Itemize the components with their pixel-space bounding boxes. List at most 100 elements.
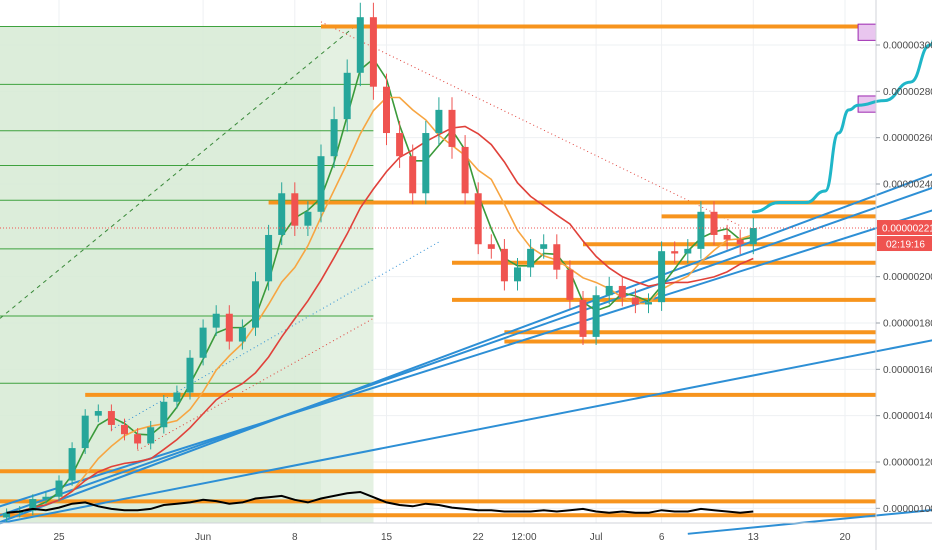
- trend-line[interactable]: [0, 168, 932, 525]
- candle-body: [29, 499, 37, 511]
- trend-line[interactable]: [0, 182, 932, 518]
- x-tick-label: Jun: [195, 532, 211, 543]
- y-tick-label: 0.00000140: [883, 411, 932, 422]
- candle-body: [356, 17, 364, 73]
- candle-body: [212, 313, 220, 328]
- x-tick-label: 20: [839, 532, 851, 543]
- candle-body: [566, 269, 574, 300]
- candle-body: [265, 234, 273, 282]
- price-tags: 0.00000221 02:19:16: [877, 220, 932, 252]
- candle-body: [540, 244, 548, 249]
- candle-body: [291, 193, 299, 226]
- x-tick-label: 22: [473, 532, 485, 543]
- y-tick-label: 0.00000200: [883, 272, 932, 283]
- candle-body: [736, 239, 744, 245]
- candle-body: [409, 156, 417, 194]
- candle-body: [487, 244, 495, 249]
- candle-body: [592, 295, 600, 337]
- moving-averages: [6, 57, 754, 514]
- candle-body: [396, 133, 404, 157]
- candle-body: [697, 211, 705, 249]
- candle-body: [749, 228, 757, 245]
- y-tick-label: 0.00000240: [883, 180, 932, 191]
- candle-body: [252, 281, 259, 328]
- time-axis[interactable]: 25 Jun 8 15 22 12:00 Jul 6 13 20: [53, 532, 851, 543]
- candle-body: [147, 427, 155, 444]
- dashed-guide-line: [0, 21, 361, 319]
- moving-average-line: [6, 125, 754, 514]
- y-tick-label: 0.00000160: [883, 365, 932, 376]
- dotted-guide-line: [111, 241, 440, 431]
- candle-body: [238, 327, 246, 342]
- candle-body: [605, 285, 613, 296]
- y-tick-label: 0.00000300: [883, 41, 932, 52]
- candle-body: [514, 267, 521, 282]
- x-tick-label: 25: [53, 532, 65, 543]
- candle-body: [107, 411, 115, 425]
- candle-body: [461, 146, 469, 194]
- candle-body: [94, 411, 102, 416]
- trend-line[interactable]: [0, 337, 932, 525]
- candle-body: [81, 415, 89, 449]
- candle-body: [3, 512, 11, 518]
- projection-curve[interactable]: [751, 0, 932, 214]
- candle-body: [723, 234, 731, 240]
- countdown-label: 02:19:16: [886, 240, 925, 251]
- candle-body: [579, 299, 587, 337]
- candle-body: [448, 109, 456, 147]
- candle-body: [68, 448, 76, 481]
- x-tick-label: 13: [748, 532, 760, 543]
- candle-body: [186, 357, 194, 393]
- fib-shade-rect: [0, 26, 374, 523]
- candle-body: [121, 424, 128, 435]
- candle-body: [278, 193, 286, 235]
- candle-body: [343, 72, 351, 120]
- candle-body: [330, 119, 338, 157]
- trend-line[interactable]: [687, 508, 932, 535]
- candle-body: [684, 248, 692, 254]
- moving-average-line: [6, 96, 754, 514]
- candle-body: [369, 17, 377, 87]
- projection-path[interactable]: [751, 0, 932, 214]
- moving-average-line: [6, 57, 754, 514]
- y-tick-label: 0.00000280: [883, 87, 932, 98]
- x-tick-label: 12:00: [512, 532, 537, 543]
- y-tick-label: 0.00000260: [883, 133, 932, 144]
- candle-body: [553, 244, 561, 270]
- dotted-guide-line: [320, 21, 741, 227]
- price-axis[interactable]: 0.00000300 0.00000280 0.00000260 0.00000240…: [876, 41, 932, 515]
- candle-body: [710, 211, 718, 235]
- candle-body: [55, 480, 63, 497]
- candle-body: [225, 313, 233, 342]
- x-tick-label: Jul: [590, 532, 603, 543]
- fib-zone-shading: [0, 26, 374, 523]
- y-tick-label: 0.00000100: [883, 504, 932, 515]
- volume-line: [6, 490, 754, 514]
- candle-body: [422, 133, 430, 194]
- candle-body: [618, 285, 626, 298]
- candle-body: [383, 86, 390, 134]
- candle-body: [435, 109, 443, 134]
- candle-body: [631, 297, 639, 305]
- candle-body: [42, 496, 50, 500]
- candle-body: [474, 193, 482, 245]
- candle-body: [658, 251, 666, 303]
- candle-body: [134, 434, 142, 444]
- candle-body: [527, 248, 535, 268]
- candle-body: [160, 401, 168, 428]
- countdown-tag: [877, 236, 932, 252]
- dotted-guides: [0, 21, 741, 451]
- candle-body: [671, 251, 679, 254]
- target-box[interactable]: [857, 23, 877, 41]
- volume-line: [6, 490, 754, 514]
- y-tick-label: 0.00000120: [883, 458, 932, 469]
- candles: [3, 2, 757, 522]
- candle-body: [500, 248, 508, 282]
- candle-body: [199, 327, 207, 358]
- y-tick-label: 0.00000180: [883, 319, 932, 330]
- last-price-label: 0.00000221: [882, 224, 932, 235]
- x-tick-label: 15: [381, 532, 393, 543]
- x-tick-label: 8: [292, 532, 298, 543]
